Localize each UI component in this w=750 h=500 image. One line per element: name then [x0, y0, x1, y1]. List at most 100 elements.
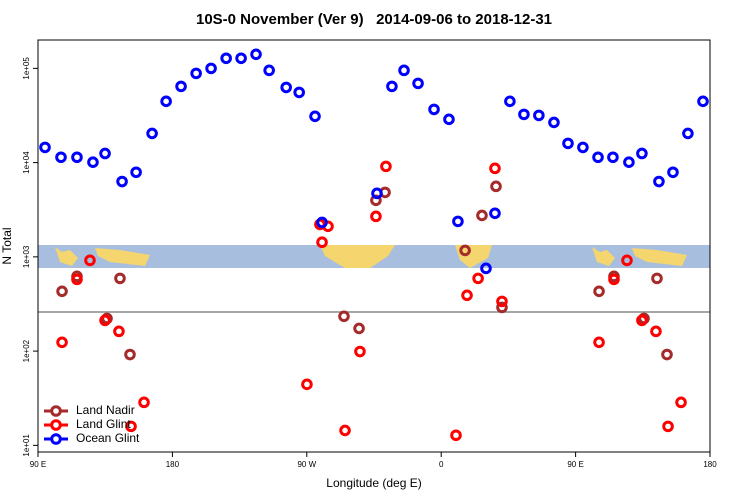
- y-tick-label: 1e+02: [22, 339, 31, 362]
- x-axis-label: Longitude (deg E): [326, 476, 421, 490]
- point: [339, 424, 351, 437]
- point: [459, 244, 471, 257]
- point: [99, 147, 111, 160]
- point: [84, 254, 96, 267]
- point: [116, 175, 128, 188]
- point: [55, 151, 67, 164]
- point: [636, 314, 648, 327]
- point: [338, 310, 350, 323]
- point: [301, 378, 313, 391]
- legend-label: Land Nadir: [76, 403, 135, 417]
- point: [235, 52, 247, 65]
- point: [608, 273, 620, 286]
- point: [380, 160, 392, 173]
- point: [682, 127, 694, 140]
- series: [56, 180, 673, 361]
- point: [621, 254, 633, 267]
- point: [99, 314, 111, 327]
- point: [190, 67, 202, 80]
- x-tick-label: 90 W: [297, 460, 316, 469]
- point: [452, 215, 464, 228]
- point: [489, 207, 501, 220]
- point: [662, 420, 674, 433]
- y-tick-label: 1e+04: [22, 151, 31, 174]
- point: [593, 336, 605, 349]
- point: [496, 301, 508, 314]
- point: [593, 285, 605, 298]
- point: [592, 151, 604, 164]
- point: [577, 141, 589, 154]
- point: [607, 151, 619, 164]
- point: [160, 95, 172, 108]
- point: [39, 141, 51, 154]
- x-tick-label: 0: [439, 460, 444, 469]
- point: [562, 137, 574, 150]
- point: [496, 295, 508, 308]
- point: [353, 322, 365, 335]
- point: [653, 175, 665, 188]
- point: [450, 429, 462, 442]
- point: [651, 272, 663, 285]
- x-tick-label: 180: [703, 460, 717, 469]
- point: [518, 108, 530, 121]
- point: [71, 151, 83, 164]
- point: [220, 52, 232, 65]
- legend-label: Ocean Glint: [76, 431, 140, 445]
- point: [71, 273, 83, 286]
- series: [39, 48, 709, 275]
- point: [124, 348, 136, 361]
- point: [354, 345, 366, 358]
- point: [489, 162, 501, 175]
- plot-frame: [37, 39, 711, 453]
- point: [56, 336, 68, 349]
- point: [636, 147, 648, 160]
- point: [428, 103, 440, 116]
- point: [623, 156, 635, 169]
- point: [205, 62, 217, 75]
- point: [490, 180, 502, 193]
- point: [293, 86, 305, 99]
- point: [175, 80, 187, 93]
- point: [472, 272, 484, 285]
- point: [250, 48, 262, 61]
- point: [697, 95, 709, 108]
- point: [661, 348, 673, 361]
- point: [667, 166, 679, 179]
- point: [309, 110, 321, 123]
- legend-marker: [50, 405, 62, 417]
- point: [398, 64, 410, 77]
- point: [316, 236, 328, 249]
- point: [650, 325, 662, 338]
- point: [87, 156, 99, 169]
- map-strip: [38, 245, 710, 268]
- point: [130, 166, 142, 179]
- point: [461, 289, 473, 302]
- point: [316, 216, 328, 229]
- x-tick-label: 180: [166, 460, 180, 469]
- series: [56, 160, 687, 442]
- x-tick-label: 90 E: [30, 460, 46, 469]
- legend-label: Land Glint: [76, 417, 131, 431]
- y-tick-label: 1e+01: [22, 434, 31, 457]
- y-tick-label: 1e+05: [22, 57, 31, 80]
- point: [504, 95, 516, 108]
- point: [146, 127, 158, 140]
- chart-title: 10S-0 November (Ver 9) 2014-09-06 to 201…: [196, 11, 552, 28]
- y-axis-label: N Total: [0, 227, 14, 264]
- point: [138, 396, 150, 409]
- point: [476, 209, 488, 222]
- point: [125, 420, 137, 433]
- point: [280, 81, 292, 94]
- legend-marker: [50, 433, 62, 445]
- point: [371, 187, 383, 200]
- point: [113, 325, 125, 338]
- point: [533, 109, 545, 122]
- point: [412, 77, 424, 90]
- point: [386, 80, 398, 93]
- point: [480, 262, 492, 275]
- point: [675, 396, 687, 409]
- point: [263, 64, 275, 77]
- point: [370, 210, 382, 223]
- x-tick-label: 90 E: [567, 460, 583, 469]
